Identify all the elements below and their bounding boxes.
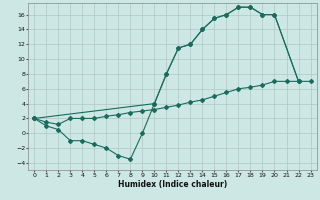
X-axis label: Humidex (Indice chaleur): Humidex (Indice chaleur) — [118, 180, 227, 189]
